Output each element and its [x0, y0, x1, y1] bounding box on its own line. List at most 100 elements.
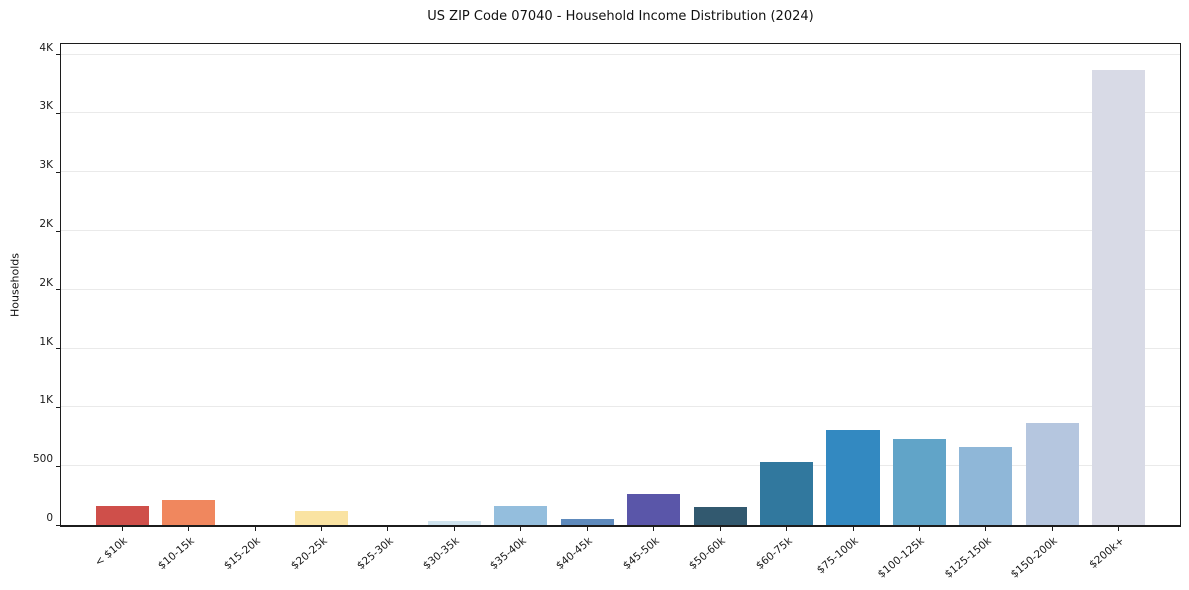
gridline	[61, 347, 1180, 349]
x-tick-mark	[586, 525, 588, 531]
x-tick-label: $45-50k	[620, 535, 662, 573]
bar-1	[95, 505, 149, 525]
bar-slot	[155, 44, 221, 525]
y-tick-label: 4K	[39, 41, 53, 54]
y-tick-mark	[56, 230, 61, 232]
x-tick-slot	[355, 525, 421, 531]
x-tick-label: $75-100k	[814, 535, 861, 577]
x-tick-label: $25-30k	[354, 535, 396, 573]
gridline	[61, 406, 1180, 408]
gridline	[61, 53, 1180, 55]
x-tick-mark	[786, 525, 788, 531]
bar-10	[693, 507, 747, 525]
x-tick-mark	[918, 525, 920, 531]
y-tick-mark	[56, 112, 61, 114]
bar-slot	[1086, 44, 1152, 525]
x-label-slot: $75-100k	[815, 525, 886, 585]
y-axis-label: Households	[8, 253, 22, 317]
bar-slot	[820, 44, 886, 525]
y-tick-mark	[56, 465, 61, 467]
x-tick-slot	[1086, 525, 1152, 531]
x-tick-slot	[886, 525, 952, 531]
gridline	[61, 112, 1180, 114]
gridline	[61, 230, 1180, 231]
bar-9	[627, 494, 681, 525]
y-tick-mark	[56, 406, 61, 408]
y-tick-mark	[56, 524, 61, 526]
y-tick-label: 3K	[39, 159, 53, 172]
y-tick-label: 2K	[39, 276, 53, 289]
y-tick-mark	[56, 54, 61, 56]
x-tick-slot	[820, 525, 886, 531]
x-tick-label: $35-40k	[487, 535, 529, 573]
y-tick-label: 2K	[39, 218, 53, 230]
x-tick-slot	[621, 525, 687, 531]
x-tick-mark	[188, 525, 190, 531]
bar-slot	[222, 44, 288, 525]
x-label-slot: $40-45k	[554, 525, 620, 585]
x-label-slot: $200k+	[1086, 525, 1152, 585]
bar-7	[494, 506, 548, 525]
x-label-slot: $15-20k	[222, 525, 288, 585]
x-label-slot: $20-25k	[288, 525, 354, 585]
x-label-slot: $150-200k	[1009, 525, 1085, 585]
x-tick-label: $40-45k	[554, 535, 595, 573]
bar-16	[1092, 69, 1146, 525]
bar-slot	[687, 44, 753, 525]
bar-slot	[621, 44, 687, 525]
x-label-slot: $35-40k	[488, 525, 554, 585]
y-tick-mark	[56, 171, 61, 173]
x-tick-label: $30-35k	[421, 535, 463, 573]
bar-slot	[1019, 44, 1085, 525]
x-label-slot: $50-60k	[687, 525, 753, 585]
x-label-slot: $125-150k	[943, 525, 1019, 585]
x-tick-mark	[1051, 525, 1053, 531]
x-tick-slot	[155, 525, 221, 531]
bar-slot	[355, 44, 421, 525]
bar-6	[427, 521, 481, 525]
y-tick-mark	[56, 289, 61, 291]
bar-series	[89, 44, 1152, 525]
x-tick-slot	[89, 525, 155, 531]
x-tick-mark	[719, 525, 721, 531]
y-tick-label: 1K	[39, 335, 53, 348]
bar-slot	[89, 44, 155, 525]
bar-slot	[288, 44, 354, 525]
x-tick-slot	[222, 525, 288, 531]
x-tick-mark	[520, 525, 522, 531]
y-tick-label: 500	[32, 453, 53, 466]
x-tick-slot	[488, 525, 554, 531]
x-tick-label: $200k+	[1086, 535, 1127, 571]
x-tick-mark	[321, 525, 323, 531]
x-axis-ticks	[89, 525, 1152, 531]
chart-title: US ZIP Code 07040 - Household Income Dis…	[427, 9, 814, 24]
bar-slot	[953, 44, 1019, 525]
x-tick-slot	[753, 525, 819, 531]
bar-slot	[554, 44, 620, 525]
gridline	[61, 465, 1180, 467]
x-tick-mark	[453, 525, 455, 531]
x-tick-label: $20-25k	[288, 535, 330, 573]
y-tick-label: 0	[46, 512, 53, 524]
x-tick-mark	[1118, 525, 1120, 531]
y-tick-label: 3K	[39, 100, 53, 113]
bar-slot	[886, 44, 952, 525]
x-tick-slot	[421, 525, 487, 531]
y-tick-label: 1K	[39, 394, 53, 407]
x-label-slot: $10-15k	[155, 525, 221, 585]
gridline	[61, 171, 1180, 173]
bar-14	[959, 446, 1013, 525]
x-tick-mark	[387, 525, 389, 531]
plot-area: 0 500 1K 1K 2K 2K 3K 3K 4K < $10k $10-15k $15-20k $…	[33, 42, 1181, 581]
x-label-slot: < $10k	[89, 525, 155, 585]
x-tick-slot	[554, 525, 620, 531]
bar-11	[760, 462, 814, 525]
x-tick-mark	[985, 525, 987, 531]
x-tick-label: $60-75k	[753, 535, 795, 573]
y-tick-mark	[56, 348, 61, 350]
bar-12	[826, 429, 880, 525]
x-tick-label: $50-60k	[687, 535, 728, 573]
x-tick-slot	[953, 525, 1019, 531]
bar-2	[162, 500, 216, 525]
bar-slot	[421, 44, 487, 525]
